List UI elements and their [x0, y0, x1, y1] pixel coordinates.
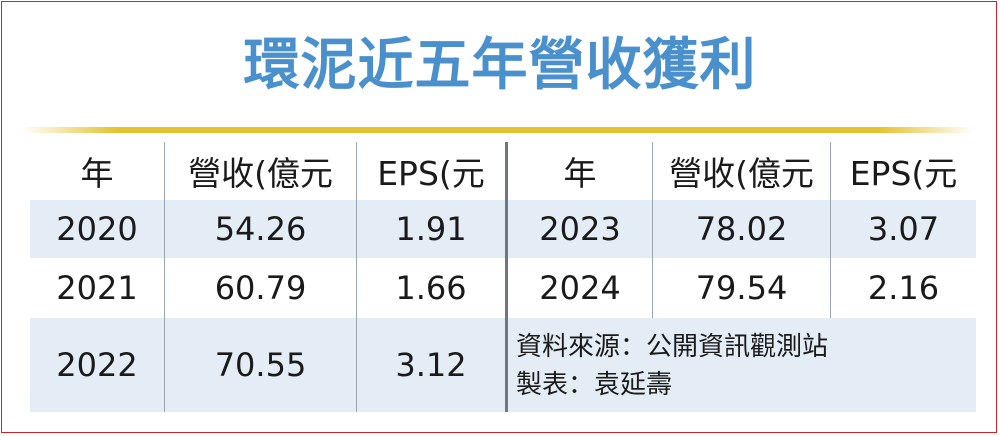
header-revenue: 營收(億元	[669, 154, 814, 193]
title-divider	[22, 127, 974, 133]
cell-year: 2023	[539, 210, 621, 248]
cell-year: 2024	[539, 269, 621, 307]
cell-year: 2022	[56, 346, 138, 384]
revenue-eps-table: 年 營收(億元 EPS(元 年 營收(億元 EPS(元 2020 54.26 1…	[30, 142, 976, 412]
cell-eps: 1.66	[395, 269, 467, 307]
cell-revenue: 54.26	[214, 210, 307, 248]
column-divider	[356, 142, 357, 412]
cell-eps: 3.12	[395, 346, 467, 384]
credit-note: 製表：袁延壽	[516, 370, 673, 400]
cell-eps: 2.16	[867, 269, 940, 307]
row-band-3	[30, 318, 976, 412]
cell-eps: 3.07	[867, 210, 940, 248]
column-divider	[164, 142, 165, 412]
source-note: 資料來源：公開資訊觀測站	[516, 332, 829, 362]
page-title: 環泥近五年營收獲利	[243, 33, 757, 98]
cell-revenue: 60.79	[214, 269, 307, 307]
header-eps: EPS(元	[849, 154, 958, 193]
cell-revenue: 79.54	[695, 269, 788, 307]
column-divider	[830, 142, 831, 318]
table-center-divider	[505, 142, 508, 412]
row-band-1	[30, 200, 976, 258]
column-divider	[652, 142, 653, 318]
cell-revenue: 70.55	[214, 346, 307, 384]
header-year: 年	[80, 154, 114, 193]
cell-year: 2020	[56, 210, 138, 248]
cell-year: 2021	[56, 269, 138, 307]
cell-eps: 1.91	[395, 210, 467, 248]
header-eps: EPS(元	[377, 154, 485, 193]
header-year: 年	[563, 154, 597, 193]
cell-revenue: 78.02	[695, 210, 788, 248]
header-revenue: 營收(億元	[188, 154, 333, 193]
